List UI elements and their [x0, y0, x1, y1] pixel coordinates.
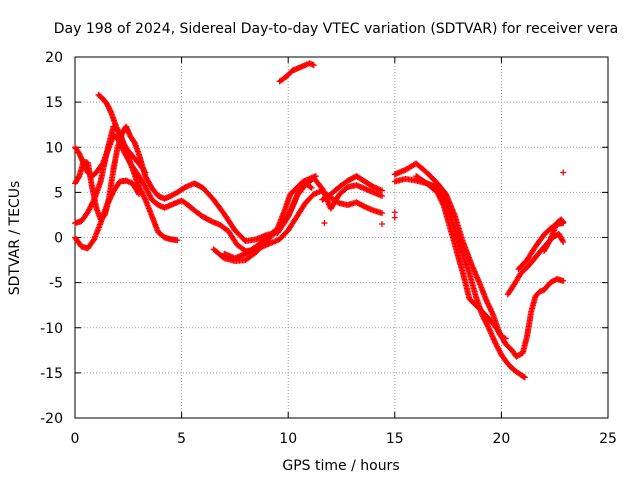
- data-point: [560, 219, 567, 226]
- series-track-12: [413, 173, 509, 342]
- y-tick-label: 15: [45, 95, 63, 111]
- data-point: [502, 335, 509, 342]
- y-axis-label: SDTVAR / TECUs: [7, 181, 23, 296]
- data-point: [135, 191, 142, 198]
- x-tick-label: 20: [492, 431, 510, 447]
- axis-ticks: [74, 56, 609, 419]
- data-point: [379, 192, 386, 199]
- grid-lines: [75, 57, 608, 418]
- series-track-7: [221, 173, 319, 262]
- chart-title: Day 198 of 2024, Sidereal Day-to-day VTE…: [54, 21, 618, 37]
- data-point: [174, 237, 181, 244]
- data-point: [321, 220, 328, 227]
- data-point: [379, 210, 386, 217]
- series-track-15: [541, 216, 567, 255]
- y-tick-label: 0: [54, 231, 63, 247]
- data-point: [379, 220, 386, 227]
- x-tick-label: 0: [71, 431, 80, 447]
- data-point: [308, 184, 315, 191]
- x-tick-label: 5: [177, 431, 186, 447]
- y-tick-label: 20: [45, 50, 63, 66]
- data-point: [560, 239, 567, 246]
- y-tick-label: 5: [54, 185, 63, 201]
- data-point: [312, 173, 319, 180]
- data-point: [560, 277, 567, 284]
- series-track-16: [321, 169, 567, 227]
- data-point: [546, 237, 553, 244]
- series-track-5: [72, 177, 142, 252]
- x-tick-label: 15: [386, 431, 404, 447]
- data-point: [307, 183, 314, 190]
- data-point: [379, 187, 386, 194]
- y-tick-label: 10: [45, 140, 63, 156]
- series-track-9: [319, 173, 386, 203]
- data-point: [520, 373, 527, 380]
- data-point: [142, 169, 149, 176]
- x-axis-label: GPS time / hours: [282, 458, 399, 474]
- data-point: [521, 374, 528, 381]
- data-point: [391, 209, 398, 216]
- series-track-4: [95, 91, 149, 176]
- series-track-11: [391, 175, 528, 381]
- data-marks: [72, 60, 567, 381]
- x-tick-label: 10: [279, 431, 297, 447]
- data-point: [310, 62, 317, 69]
- y-tick-label: -10: [40, 321, 63, 337]
- data-point: [141, 168, 148, 175]
- series-track-14: [515, 220, 567, 273]
- series-track-8: [276, 60, 317, 85]
- data-point: [391, 214, 398, 221]
- x-tick-label: 25: [599, 431, 617, 447]
- y-tick-labels: -20 -15 -10 -5 0 5 10 15 20: [40, 50, 63, 427]
- y-tick-label: -15: [40, 366, 63, 382]
- data-point: [560, 169, 567, 176]
- series-track-13: [504, 230, 567, 298]
- y-tick-label: -5: [49, 276, 63, 292]
- series-track-10: [391, 160, 567, 360]
- x-tick-labels: 0 5 10 15 20 25: [71, 431, 617, 447]
- data-point: [559, 218, 566, 225]
- y-tick-label: -20: [40, 411, 63, 427]
